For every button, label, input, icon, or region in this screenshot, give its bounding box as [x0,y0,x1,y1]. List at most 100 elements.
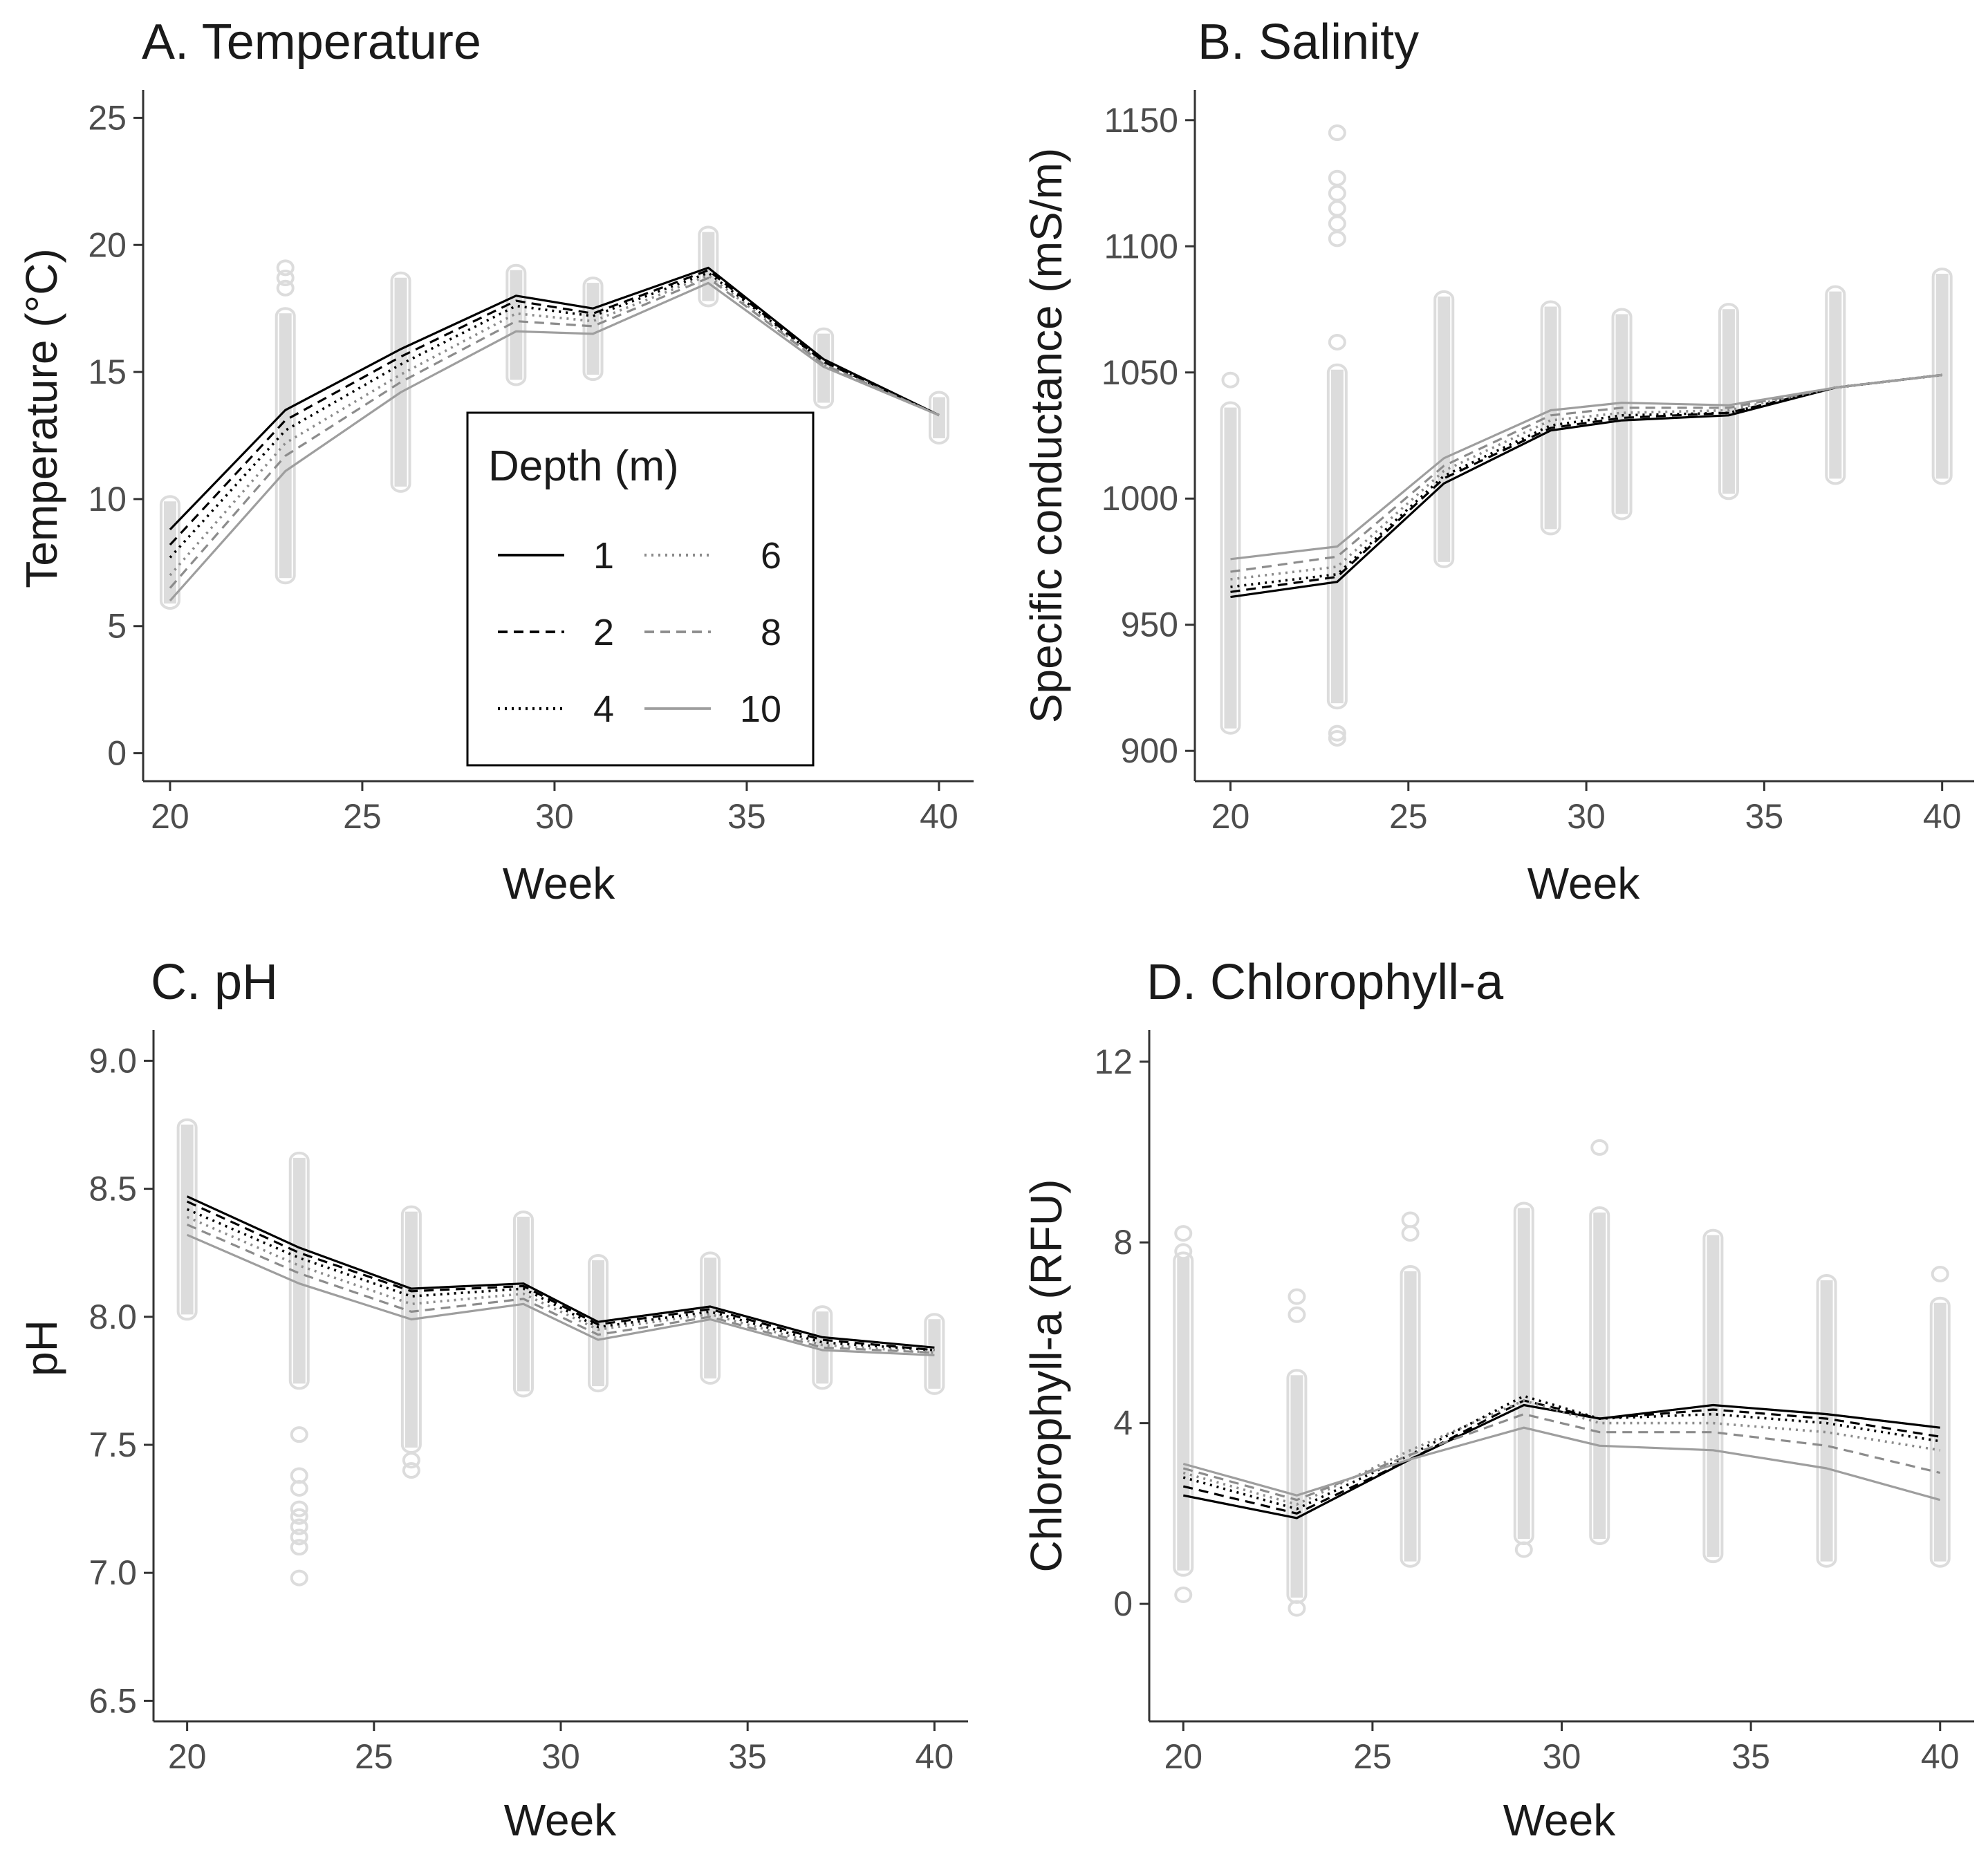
x-tick-label: 20 [151,797,189,836]
observation-point [402,1452,420,1469]
observation-column [275,307,296,585]
observation-column [1589,1206,1610,1546]
observation-point [1174,1225,1193,1242]
observation-column-fill [1404,1271,1417,1562]
observation-points [1173,1139,1951,1617]
observation-column-fill [1829,291,1842,479]
x-tick-label: 20 [1211,797,1250,836]
observation-column-fill [1544,306,1557,530]
y-tick-label: 950 [1121,606,1178,644]
observation-column-fill [592,1260,605,1387]
observation-point [1328,724,1346,742]
observation-point [276,279,295,297]
observation-column-fill [394,277,407,487]
observation-column-fill [1224,407,1237,729]
panel-a-temperature: A. Temperature Week Temperature (°C) 20 2… [17,15,974,908]
observation-point [1514,1541,1533,1558]
observation-column [1173,1251,1194,1577]
legend-label-depth-6: 6 [761,535,781,577]
observation-column-fill [1820,1280,1833,1562]
y-tick-label: 0 [1113,1584,1133,1623]
observation-column-fill [702,232,715,301]
panel-c-title: C. pH [151,955,278,1010]
series-line-depth-10 [1182,1426,1941,1502]
series-line-depth-2 [1182,1399,1940,1515]
y-tick-label: 12 [1094,1042,1133,1081]
observation-column-fill [1935,274,1949,479]
series-line-depth-4 [169,271,940,559]
legend-entries: 1 6 2 8 4 10 [498,535,781,730]
observation-column-fill [1290,1375,1303,1598]
observation-point [1288,1288,1306,1305]
legend-label-depth-2: 2 [593,612,614,653]
x-tick-label: 40 [920,797,958,836]
series-line-depth-4 [186,1208,935,1351]
legend-label-depth-8: 8 [761,612,781,653]
observation-point [290,1518,308,1535]
y-tick-label: 6.5 [89,1681,137,1720]
panel-c-plot-area: 20 25 30 35 40 6.5 7.0 7.5 8.0 8.5 9.0 [89,1030,968,1776]
depth-legend: Depth (m) 1 6 2 8 4 10 [466,411,815,767]
observation-column-fill [928,1319,941,1389]
observation-point [290,1528,308,1546]
series-line-depth-2 [1230,373,1942,593]
observation-column [176,1118,198,1321]
panel-d-x-axis-label: Week [1503,1795,1616,1845]
observation-column-fill [1593,1212,1606,1540]
observation-column [698,225,719,308]
observation-column-fill [1330,369,1344,704]
y-tick-label: 1150 [1104,101,1178,140]
observation-column [1825,285,1846,485]
y-tick-label: 7.5 [89,1425,137,1464]
observation-column [390,271,411,493]
series-line-depth-1 [169,266,940,531]
y-tick-label: 25 [88,98,127,137]
series-line-depth-8 [1230,373,1942,573]
observation-column-fill [292,1157,306,1384]
observation-point [290,1508,308,1525]
observation-point [1328,230,1346,247]
x-tick-label: 40 [1923,797,1962,836]
x-tick-label: 30 [541,1737,580,1776]
series-line-depth-1 [186,1195,935,1349]
observation-column-fill [704,1257,717,1378]
observation-point [290,1467,308,1484]
observation-point [1590,1139,1609,1156]
panel-c-ph: C. pH Week pH 20 25 30 35 40 6.5 7.0 7.5 8.0 8.5 9… [17,955,968,1845]
series-line-depth-4 [1182,1394,1940,1510]
series-line-depth-6 [169,274,940,577]
observation-column-fill [1517,1208,1530,1540]
series-line-depth-4 [1230,373,1942,588]
y-tick-label: 0 [107,734,127,773]
observation-column [1433,290,1455,568]
series-line-depth-8 [1182,1412,1941,1502]
observation-point [290,1426,308,1443]
panel-a-y-axis-label: Temperature (°C) [17,248,66,588]
observation-point [1328,124,1346,142]
observation-column-fill [1438,296,1451,562]
observation-point [1328,333,1346,350]
observation-column [1718,303,1739,501]
observation-column [288,1151,310,1390]
panel-a-title: A. Temperature [142,15,481,70]
legend-box [466,411,815,767]
x-tick-label: 30 [535,797,574,836]
observation-column-fill [279,313,292,579]
x-tick-label: 20 [168,1737,207,1776]
y-tick-label: 900 [1121,731,1178,770]
observation-column [1702,1228,1724,1564]
observation-column [1326,363,1348,710]
y-tick-label: 5 [107,607,127,646]
y-tick-label: 8 [1113,1223,1133,1262]
x-tick-label: 35 [1731,1737,1770,1776]
x-tick-label: 35 [728,1737,767,1776]
y-tick-label: 1100 [1104,227,1178,265]
observation-column [1540,300,1561,536]
panel-b-plot-area: 20 25 30 35 40 900 950 1000 1050 1100 1150 [1102,90,1974,836]
x-tick-label: 35 [1745,797,1784,836]
observation-point [1328,729,1346,747]
series-line-depth-10 [169,281,940,602]
y-tick-label: 7.0 [89,1553,137,1592]
x-tick-label: 25 [355,1737,393,1776]
observation-column-fill [816,1311,829,1384]
